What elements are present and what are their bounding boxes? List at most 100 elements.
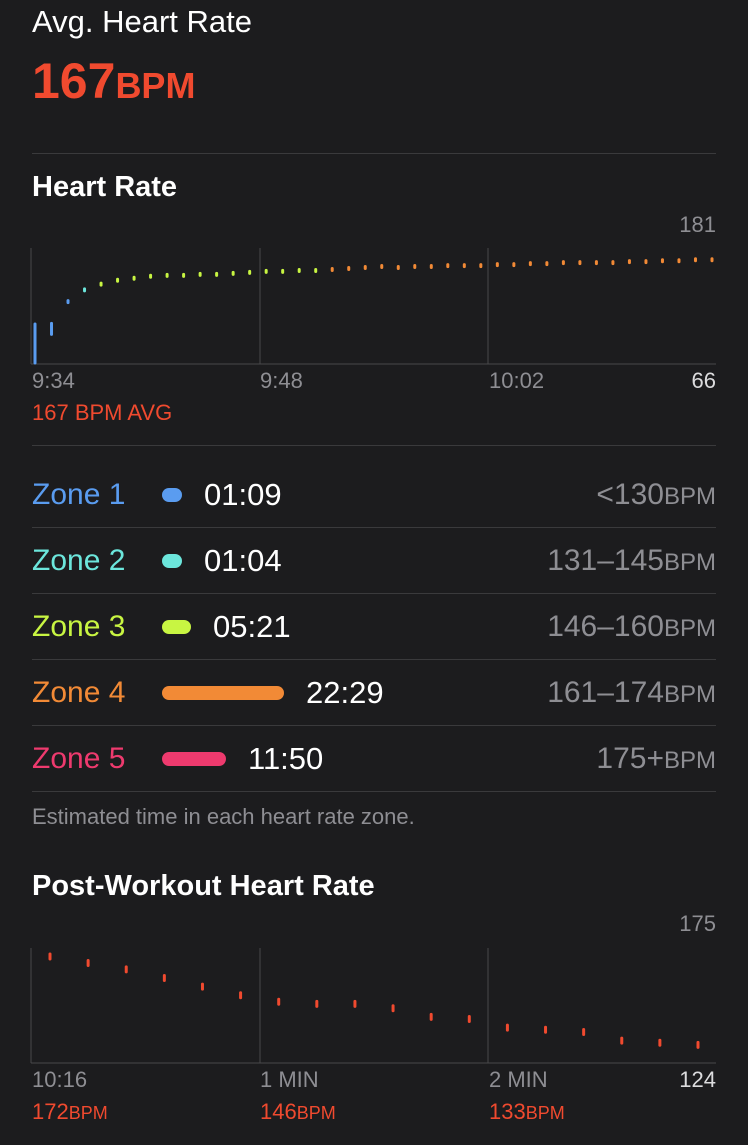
pw-value-1-number: 146 [260, 1099, 297, 1124]
zone-3-range-value: 146–160 [547, 610, 664, 643]
hr-point [132, 275, 136, 281]
avg-heart-rate-number: 167 [32, 53, 116, 109]
pw-point [658, 1038, 662, 1047]
zone-4-time: 22:29 [306, 675, 384, 710]
hr-point [83, 287, 87, 293]
hr-point [512, 262, 516, 268]
hr-point [413, 264, 417, 270]
hr-point [165, 272, 169, 278]
hr-point [33, 322, 37, 365]
hr-point [264, 268, 268, 274]
hr-point [611, 260, 615, 266]
zone-3-range-unit: BPM [663, 615, 716, 642]
avg-heart-rate-label: Avg. Heart Rate [32, 4, 252, 39]
hr-point [248, 269, 252, 275]
pw-point [353, 999, 357, 1008]
zone-2-name: Zone 2 [32, 544, 126, 577]
hr-point [693, 257, 697, 263]
hr-y-min-label: 66 [691, 368, 716, 393]
heart-rate-section-title: Heart Rate [32, 171, 178, 203]
avg-heart-rate-value: 167BPM [32, 52, 195, 110]
pw-point [277, 997, 281, 1006]
pw-point [696, 1040, 700, 1049]
hr-point [710, 257, 714, 263]
hr-point [594, 260, 598, 266]
zone-1-time: 01:09 [204, 477, 282, 512]
hr-point [495, 262, 499, 268]
zone-1-bar [162, 488, 182, 502]
zone-2-range-value: 131–145 [547, 544, 664, 577]
hr-point [215, 271, 219, 277]
hr-point [182, 272, 186, 278]
hr-point [462, 263, 466, 269]
pw-x-label-1: 1 MIN [260, 1067, 319, 1092]
hr-point [50, 321, 54, 336]
hr-point [380, 264, 384, 270]
hr-point [231, 270, 235, 276]
zone-4-range: 161–174BPM [547, 676, 716, 710]
post-workout-section-title: Post-Workout Heart Rate [32, 870, 375, 902]
hr-point [545, 261, 549, 267]
hr-point [281, 268, 285, 274]
zone-4-range-unit: BPM [663, 681, 716, 708]
hr-point [363, 265, 367, 271]
hr-point [198, 271, 202, 277]
hr-point [446, 263, 450, 269]
pw-point [544, 1025, 548, 1034]
pw-point [86, 958, 90, 967]
pw-value-0-number: 172 [32, 1099, 69, 1124]
pw-point [391, 1004, 395, 1013]
pw-point [505, 1023, 509, 1032]
zone-4-bar [162, 686, 284, 700]
pw-point [239, 991, 243, 1000]
pw-point [315, 999, 319, 1008]
heart-rate-chart [30, 248, 716, 365]
pw-point [582, 1027, 586, 1036]
hr-point [330, 266, 334, 272]
zone-3-time: 05:21 [213, 609, 291, 644]
hr-x-label-1: 9:48 [260, 368, 303, 393]
zone-divider [32, 659, 716, 660]
hr-point [644, 259, 648, 265]
hr-point [66, 299, 70, 305]
hr-x-label-2: 10:02 [489, 368, 545, 393]
pw-value-1-unit: BPM [296, 1103, 336, 1123]
hr-point [561, 260, 565, 266]
zone-1-range: <130BPM [596, 478, 716, 512]
hr-avg-label: 167 BPM AVG [32, 400, 173, 425]
zone-3-bar [162, 620, 191, 634]
hr-x-label-0: 9:34 [32, 368, 75, 393]
zone-5-bar [162, 752, 226, 766]
hr-point [396, 265, 400, 271]
pw-x-label-2: 2 MIN [489, 1067, 548, 1092]
hr-point [149, 273, 153, 279]
pw-point [467, 1015, 471, 1024]
zone-2-bar [162, 554, 182, 568]
zone-divider [32, 791, 716, 792]
pw-x-label-0: 10:16 [32, 1067, 88, 1092]
zone-2-range-unit: BPM [663, 549, 716, 576]
divider [32, 153, 716, 154]
pw-y-min-label: 124 [679, 1067, 716, 1092]
pw-point [124, 965, 128, 974]
zone-5-time: 11:50 [248, 741, 324, 776]
zone-2-time: 01:04 [204, 543, 282, 578]
zone-5-range: 175+BPM [596, 742, 716, 776]
zones-note: Estimated time in each heart rate zone. [32, 804, 415, 829]
hr-point [627, 259, 631, 265]
pw-point [620, 1036, 624, 1045]
pw-point [429, 1012, 433, 1021]
zone-4-name: Zone 4 [32, 676, 126, 709]
hr-y-max-label: 181 [679, 212, 716, 237]
hr-point [314, 267, 318, 273]
zone-5-range-unit: BPM [663, 747, 716, 774]
pw-value-0-unit: BPM [68, 1103, 108, 1123]
pw-point [200, 982, 204, 991]
zone-4-range-value: 161–174 [547, 676, 664, 709]
zone-divider [32, 527, 716, 528]
zone-divider [32, 725, 716, 726]
zone-3-range: 146–160BPM [547, 610, 716, 644]
pw-y-max-label: 175 [679, 911, 716, 936]
pw-point [162, 974, 166, 983]
pw-point [48, 952, 52, 961]
